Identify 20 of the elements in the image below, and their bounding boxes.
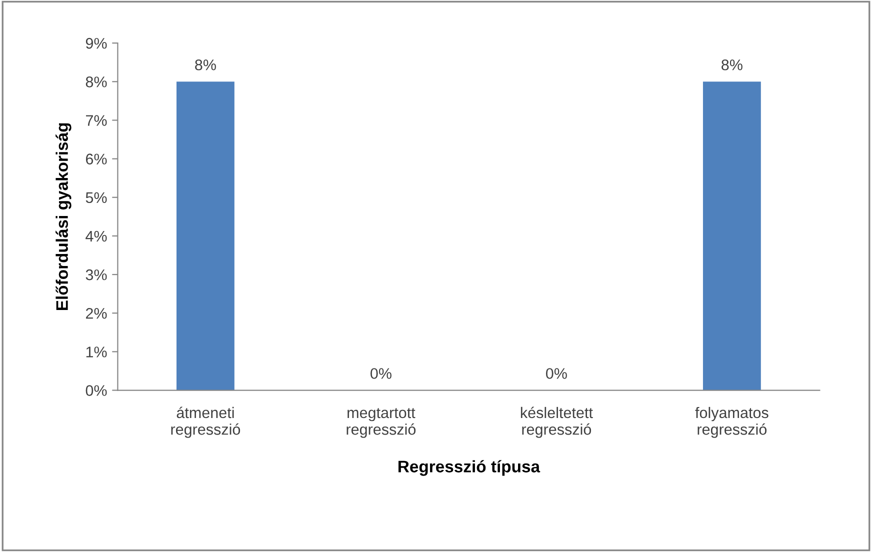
x-tick-label: késleltetett regresszió xyxy=(520,406,593,438)
y-tick-label: 2% xyxy=(86,308,107,319)
data-label: 0% xyxy=(546,368,567,379)
y-tick-label: 7% xyxy=(86,115,107,126)
x-tick-label: megtartott regresszió xyxy=(346,408,416,438)
y-tick-label: 8% xyxy=(86,76,107,88)
data-label: 0% xyxy=(370,368,392,379)
y-tick-label: 1% xyxy=(86,346,107,358)
x-tick-label: átmeneti regresszió xyxy=(171,406,240,438)
x-tick-label: folyamatos regresszió xyxy=(695,406,768,438)
y-tick-label: 6% xyxy=(86,154,107,164)
y-tick-label: 5% xyxy=(86,192,107,204)
y-tick-label: 9% xyxy=(86,38,107,49)
y-axis-title: Előfordulási gyakoriság xyxy=(56,123,72,310)
y-tick-label: 3% xyxy=(86,269,107,280)
y-tick-label: 4% xyxy=(86,230,107,242)
data-label: 8% xyxy=(722,59,742,70)
y-tick-label: 0% xyxy=(86,385,107,396)
x-axis-title: Regresszió típusa xyxy=(398,460,540,476)
data-label: 8% xyxy=(195,59,216,70)
